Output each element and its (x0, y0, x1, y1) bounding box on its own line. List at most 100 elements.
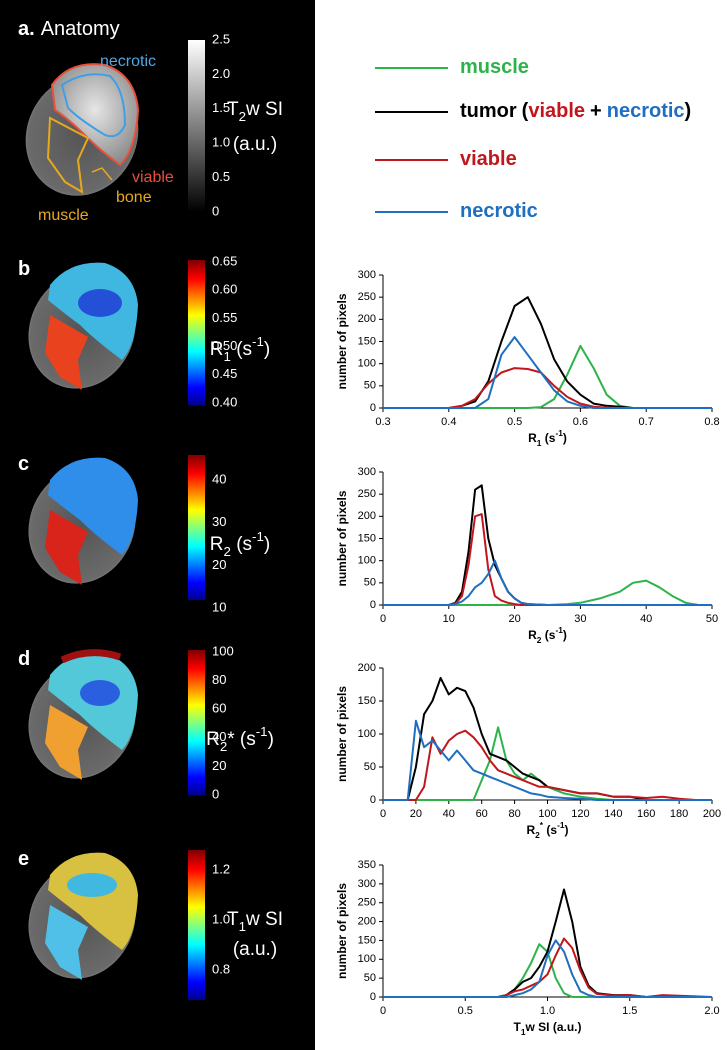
r2star-map (28, 649, 138, 780)
colorbar-tick-label: 100 (212, 643, 234, 658)
colorbar-tick-label: 0.65 (212, 253, 237, 268)
colorbar-tick-label: 2.5 (212, 31, 230, 46)
text-segment: 1 (224, 349, 231, 364)
legend-note: ) (685, 100, 692, 122)
colorbar-tick-label: 0 (212, 786, 219, 801)
x-tick-label: 0.5 (458, 1005, 473, 1017)
y-tick-label: 100 (358, 358, 376, 370)
text-segment: 1 (239, 919, 246, 934)
legend-name: viable (460, 148, 517, 170)
text-segment: * (540, 820, 544, 830)
anatomy-image (25, 63, 140, 196)
colorbar-tick-label: 0.55 (212, 310, 237, 325)
region-annotation: viable (132, 169, 174, 186)
y-tick-label: 50 (364, 761, 376, 773)
y-axis-label: number of pixels (335, 883, 349, 979)
x-tick-label: 100 (538, 808, 556, 820)
x-tick-label: 0 (380, 613, 386, 625)
colorbar-label: T2w SI (227, 99, 283, 124)
series-line (383, 937, 713, 998)
series-line (383, 344, 712, 409)
y-tick-label: 100 (358, 953, 376, 965)
colorbar-tick-label: 40 (212, 729, 226, 744)
y-tick-label: 50 (364, 577, 376, 589)
x-tick-label: 60 (476, 808, 488, 820)
panel-label: d (18, 648, 30, 670)
series-line (383, 336, 712, 409)
text-segment: -1 (252, 529, 264, 544)
x-tick-label: 140 (604, 808, 622, 820)
text-segment: ) (264, 534, 270, 555)
colorbar-tick-label: 1.0 (212, 911, 230, 926)
legend-note: necrotic (607, 100, 685, 122)
panel-title: Anatomy (41, 18, 120, 40)
legend-name: tumor (460, 100, 517, 122)
text-segment: (a.u.) (233, 939, 277, 960)
legend-note: + (590, 100, 602, 122)
r1-map (28, 262, 138, 390)
text-segment: ) (264, 339, 270, 360)
x-tick-label: 20 (410, 808, 422, 820)
text-segment: 2 (537, 635, 542, 645)
y-tick-label: 200 (358, 662, 376, 674)
colorbar-label: (a.u.) (233, 134, 277, 155)
y-tick-label: 300 (358, 269, 376, 281)
colorbar-tick-label: 0.5 (212, 169, 230, 184)
text-segment: R (528, 431, 537, 445)
panel-label: e (18, 848, 29, 870)
legend-label: viable (460, 148, 517, 170)
x-tick-label: 80 (508, 808, 520, 820)
x-tick-label: 200 (703, 808, 721, 820)
x-axis-label: R2 (s-1) (528, 625, 567, 645)
colorbar (188, 455, 205, 600)
colorbar-tick-label: 80 (212, 672, 226, 687)
y-axis-label: number of pixels (335, 490, 349, 586)
colorbar-tick-label: 0.60 (212, 282, 237, 297)
x-tick-label: 50 (706, 613, 718, 625)
text-segment: w SI (245, 99, 283, 120)
series-line (383, 719, 712, 801)
colorbar-tick-label: 40 (212, 471, 226, 486)
series-line (383, 513, 712, 606)
x-tick-label: 30 (574, 613, 586, 625)
colorbar-label: R2 (s-1) (210, 529, 270, 559)
text-segment: T (227, 909, 239, 930)
colorbar (188, 260, 205, 405)
y-tick-label: 100 (358, 728, 376, 740)
y-tick-label: 0 (370, 402, 376, 414)
y-tick-label: 300 (358, 466, 376, 478)
x-tick-label: 1.5 (622, 1005, 637, 1017)
y-tick-label: 150 (358, 335, 376, 347)
colorbar-tick-label: 0.8 (212, 961, 230, 976)
text-segment: R (526, 823, 535, 837)
panel-label: c (18, 453, 29, 475)
x-tick-label: 0.7 (639, 416, 654, 428)
y-axis-label: number of pixels (335, 686, 349, 782)
x-axis-label: R1 (s-1) (528, 428, 567, 448)
series-line (383, 559, 712, 606)
colorbar-tick-label: 1.2 (212, 861, 230, 876)
x-tick-label: 0 (380, 1005, 386, 1017)
colorbar-tick-label: 1.0 (212, 135, 230, 150)
colorbar-tick-label: 20 (212, 758, 226, 773)
text-segment: R (210, 339, 224, 360)
text-segment: ) (563, 431, 567, 445)
x-axis-label: R2* (s-1) (526, 820, 568, 840)
colorbar-tick-label: 0.50 (212, 338, 237, 353)
colorbar-tick-label: 0 (212, 203, 219, 218)
colorbar-label: (a.u.) (233, 939, 277, 960)
text-segment: (s (231, 339, 252, 360)
text-segment: T (513, 1020, 521, 1034)
colorbar-tick-label: 1.5 (212, 100, 230, 115)
legend-note: viable (528, 100, 585, 122)
legend-label: tumor (viable + necrotic) (460, 100, 691, 122)
panel-letter: a. (18, 18, 35, 40)
legend-label: muscle (460, 56, 529, 78)
text-segment: -1 (555, 625, 563, 635)
y-tick-label: 300 (358, 878, 376, 890)
text-segment: (s (541, 431, 555, 445)
y-tick-label: 200 (358, 915, 376, 927)
text-segment: -1 (256, 724, 268, 739)
